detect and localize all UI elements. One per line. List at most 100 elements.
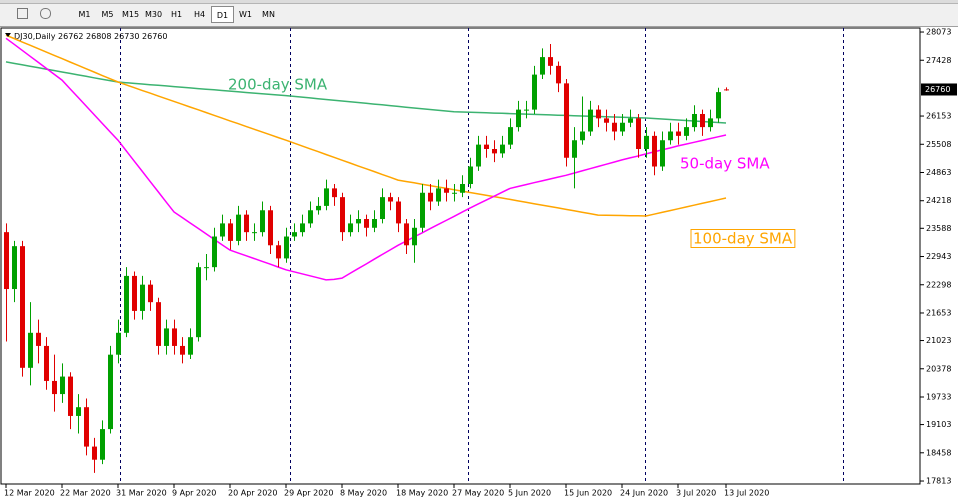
candle-body: [612, 122, 617, 132]
x-tick-label: 31 Mar 2020: [116, 489, 167, 498]
candle-body: [636, 118, 641, 150]
candle-body: [276, 245, 281, 259]
sma-label: 200-day SMA: [228, 76, 328, 94]
timeframe-button[interactable]: MN: [262, 10, 275, 19]
candle-body: [324, 188, 329, 206]
x-tick-label: 18 May 2020: [396, 489, 448, 498]
candle-body: [116, 332, 121, 355]
candle-body: [508, 127, 513, 145]
candle-body: [132, 275, 137, 311]
y-tick-label: 26153: [926, 112, 951, 121]
candle-body: [644, 135, 649, 150]
candle-body: [572, 140, 577, 158]
candle-body: [204, 267, 209, 269]
timeframe-button[interactable]: D1: [211, 6, 234, 23]
y-tick-label: 28073: [926, 28, 951, 37]
candle-body: [668, 131, 673, 141]
candle-body: [236, 214, 241, 241]
candle-body: [244, 214, 249, 233]
y-tick-label: 27428: [926, 56, 951, 65]
candle-body: [620, 122, 625, 132]
x-tick-label: 5 Jun 2020: [508, 489, 551, 498]
candle-body: [372, 219, 377, 228]
header-arrow: [5, 33, 11, 37]
y-tick-label: 23588: [926, 224, 951, 233]
candle-body: [220, 223, 225, 237]
sma-line: [5, 34, 727, 217]
candle-body: [284, 236, 289, 259]
candle-body: [36, 332, 41, 346]
y-tick-label: 22298: [926, 280, 951, 289]
y-tick-label: 17813: [926, 477, 951, 486]
candle-body: [428, 192, 433, 202]
y-tick-label: 24218: [926, 196, 951, 205]
candle-body: [196, 267, 201, 338]
candle-body: [148, 284, 153, 303]
timeframe-button[interactable]: M30: [144, 10, 163, 19]
candle-body: [388, 197, 393, 202]
timeframe-button[interactable]: M15: [121, 10, 140, 19]
candle-body: [4, 232, 9, 290]
candle-body: [468, 166, 473, 185]
timeframe-button[interactable]: M5: [101, 10, 114, 19]
candle-body: [476, 144, 481, 167]
x-tick-label: 20 Apr 2020: [228, 489, 277, 498]
y-tick-label: 22943: [926, 252, 951, 261]
text-tool[interactable]: [17, 8, 28, 19]
x-tick-label: 12 Mar 2020: [4, 489, 55, 498]
candle-body: [548, 57, 553, 66]
candle-body: [260, 210, 265, 233]
candle-body: [84, 407, 89, 447]
candle-body: [588, 109, 593, 132]
timeframe-bar: M1 M5 M15 M30 H1 H4 D1 W1 MN: [73, 6, 280, 23]
candle-body: [268, 210, 273, 246]
timeframe-button[interactable]: H1: [170, 10, 183, 19]
sma-label: 50-day SMA: [680, 155, 770, 173]
price-marker-label: 26760: [925, 85, 950, 94]
y-tick-label: 18458: [926, 448, 951, 457]
candle-body: [300, 223, 305, 233]
sma-label-box: [690, 229, 796, 248]
candle-body: [252, 232, 257, 234]
candle-body: [660, 140, 665, 167]
candle-body: [108, 354, 113, 430]
candle-body: [676, 131, 681, 136]
x-tick-label: 29 Apr 2020: [284, 489, 333, 498]
sma-label: 100-day SMA: [693, 230, 793, 248]
x-tick-label: 9 Apr 2020: [172, 489, 216, 498]
x-tick-label: 15 Jun 2020: [564, 489, 612, 498]
header-high: 26808: [86, 32, 111, 41]
candle-body: [716, 92, 721, 119]
candle-body: [364, 219, 369, 228]
y-tick-label: 21023: [926, 336, 951, 345]
candle-body: [540, 57, 545, 75]
candle-body: [68, 376, 73, 416]
timeframe-button[interactable]: M1: [78, 10, 91, 19]
timeframe-button[interactable]: H4: [193, 10, 206, 19]
plot-frame: [0, 27, 921, 485]
arrow-tool[interactable]: [40, 8, 51, 19]
symbol: DJ30,Daily: [14, 32, 56, 41]
candle-body: [292, 232, 297, 237]
candle-body: [460, 184, 465, 193]
candle-body: [444, 188, 449, 193]
candle-body: [556, 65, 561, 84]
candle-body: [340, 197, 345, 233]
candle-body: [380, 197, 385, 220]
candle-body: [532, 74, 537, 110]
candle-body: [28, 332, 33, 368]
header-low: 26730: [114, 32, 139, 41]
window-edge: [0, 0, 958, 4]
candle-body: [12, 246, 17, 290]
candle-body: [348, 223, 353, 233]
candle-body: [524, 109, 529, 111]
candle-body: [628, 118, 633, 123]
candle-body: [156, 302, 161, 346]
candle-body: [212, 236, 217, 268]
candle-body: [164, 328, 169, 346]
timeframe-button[interactable]: W1: [239, 10, 252, 19]
candle-body: [396, 201, 401, 224]
candle-body: [652, 135, 657, 167]
candle-body: [92, 446, 97, 460]
candle-body: [76, 407, 81, 416]
